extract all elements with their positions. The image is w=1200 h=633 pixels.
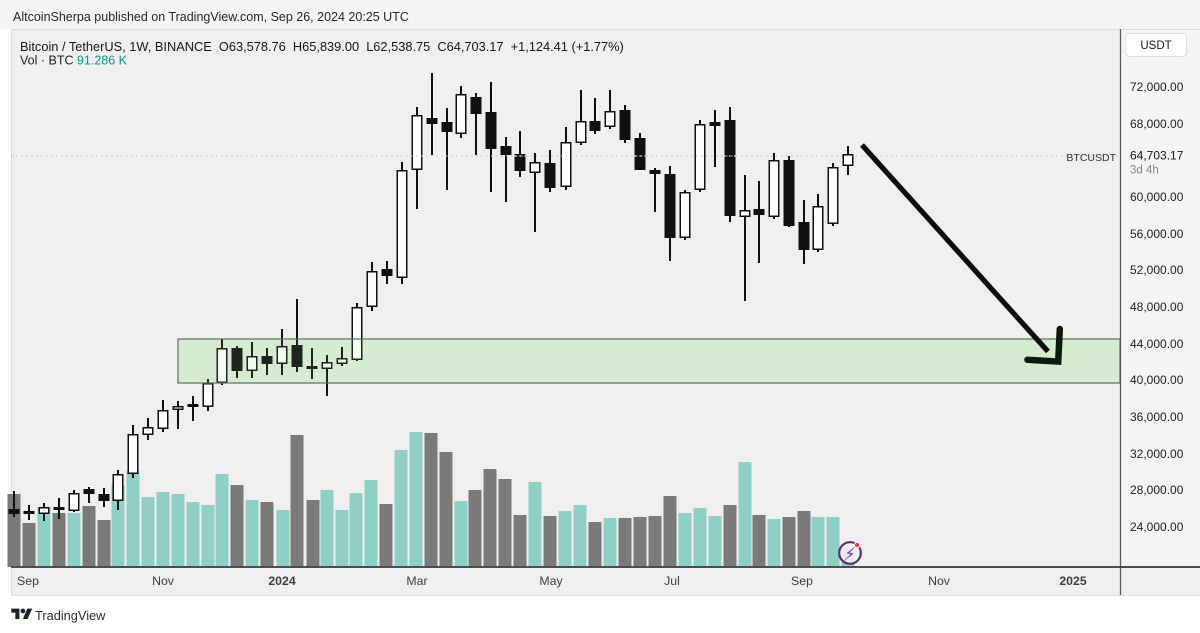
svg-text:56,000.00: 56,000.00 — [1130, 227, 1184, 241]
svg-text:3d 4h: 3d 4h — [1130, 165, 1159, 177]
svg-text:AltcoinSherpa published on Tra: AltcoinSherpa published on TradingView.c… — [13, 10, 409, 24]
svg-text:USDT: USDT — [1140, 40, 1171, 52]
svg-text:2025: 2025 — [1059, 574, 1087, 588]
svg-text:BTCUSDT: BTCUSDT — [1066, 152, 1116, 164]
svg-text:2024: 2024 — [268, 574, 296, 588]
svg-text:32,000.00: 32,000.00 — [1130, 447, 1184, 461]
svg-text:Nov: Nov — [928, 574, 951, 588]
svg-text:28,000.00: 28,000.00 — [1130, 483, 1184, 497]
svg-text:72,000.00: 72,000.00 — [1130, 80, 1184, 94]
svg-text:24,000.00: 24,000.00 — [1130, 520, 1184, 534]
svg-text:Bitcoin / TetherUS, 1W, BINANC: Bitcoin / TetherUS, 1W, BINANCE O63,578.… — [20, 39, 624, 54]
svg-text:36,000.00: 36,000.00 — [1130, 410, 1184, 424]
svg-text:48,000.00: 48,000.00 — [1130, 300, 1184, 314]
svg-text:52,000.00: 52,000.00 — [1130, 263, 1184, 277]
svg-text:64,703.17: 64,703.17 — [1130, 149, 1184, 163]
svg-text:Jul: Jul — [664, 574, 680, 588]
svg-text:40,000.00: 40,000.00 — [1130, 373, 1184, 387]
svg-text:TradingView: TradingView — [35, 608, 106, 623]
svg-text:Sep: Sep — [17, 574, 39, 588]
svg-text:60,000.00: 60,000.00 — [1130, 190, 1184, 204]
svg-text:Sep: Sep — [791, 574, 813, 588]
svg-text:Nov: Nov — [152, 574, 175, 588]
svg-text:May: May — [539, 574, 563, 588]
svg-text:Mar: Mar — [406, 574, 427, 588]
svg-text:Vol · BTC 91.286 K: Vol · BTC 91.286 K — [20, 54, 128, 68]
svg-text:68,000.00: 68,000.00 — [1130, 117, 1184, 131]
svg-text:44,000.00: 44,000.00 — [1130, 337, 1184, 351]
